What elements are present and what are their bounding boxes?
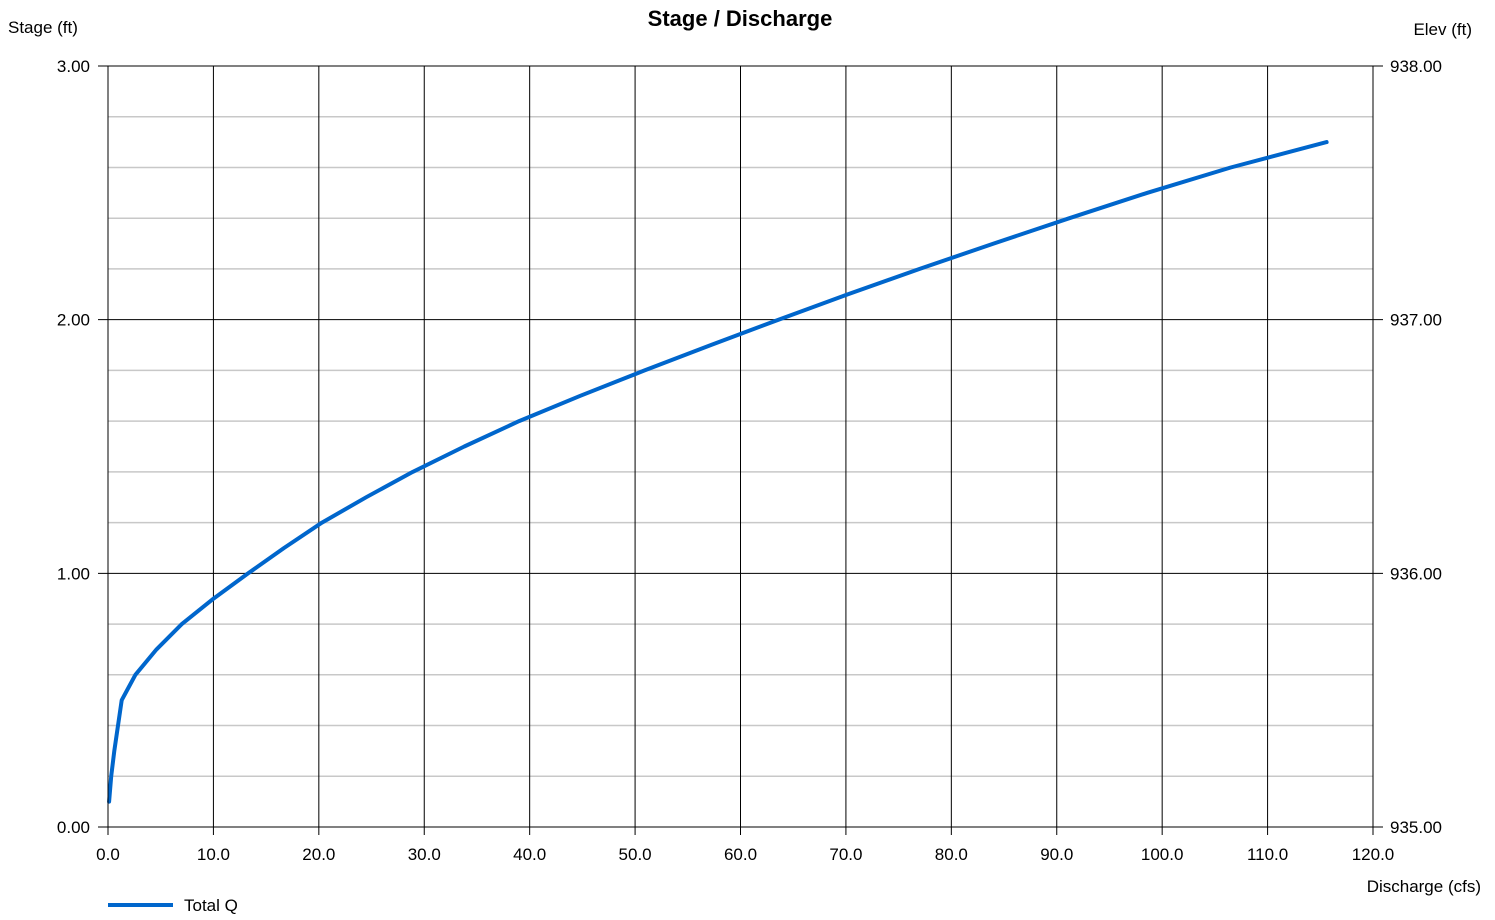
y-tick-label: 3.00 xyxy=(57,57,90,76)
axes-layer xyxy=(107,66,1374,828)
x-tick-label: 110.0 xyxy=(1247,845,1288,864)
y-tick-labels: 0.00 1.00 2.00 3.00 xyxy=(57,57,90,837)
x-tick-label: 80.0 xyxy=(935,845,968,864)
x-tick-label: 10.0 xyxy=(197,845,230,864)
legend-label-total-q: Total Q xyxy=(184,896,238,915)
y2-tick-label: 935.00 xyxy=(1390,818,1442,837)
chart-title: Stage / Discharge xyxy=(648,6,833,31)
y-tick-label: 2.00 xyxy=(57,311,90,330)
x-tick-labels: 0.0 10.0 20.0 30.0 40.0 50.0 60.0 70.0 80.0 90.0 1… xyxy=(96,845,1394,864)
x-tick-label: 30.0 xyxy=(408,845,441,864)
x-axis-title: Discharge (cfs) xyxy=(1367,877,1481,896)
x-tick-label: 100.0 xyxy=(1141,845,1184,864)
y-tick-label: 1.00 xyxy=(57,564,90,583)
x-tick-label: 20.0 xyxy=(302,845,335,864)
x-tick-label: 70.0 xyxy=(829,845,862,864)
x-tick-label: 40.0 xyxy=(513,845,546,864)
series-layer xyxy=(107,140,1329,804)
y2-tick-label: 936.00 xyxy=(1390,564,1442,583)
y-tick-label: 0.00 xyxy=(57,818,90,837)
series-line-total-q xyxy=(107,140,1329,804)
y2-tick-labels: 935.00 936.00 937.00 938.00 xyxy=(1390,57,1442,837)
x-tick-label: 60.0 xyxy=(724,845,757,864)
y-axis-title: Stage (ft) xyxy=(8,18,78,37)
x-tick-label: 90.0 xyxy=(1040,845,1073,864)
y2-tick-label: 938.00 xyxy=(1390,57,1442,76)
x-tick-label: 50.0 xyxy=(619,845,652,864)
x-tick-label: 0.0 xyxy=(96,845,120,864)
y2-tick-label: 937.00 xyxy=(1390,311,1442,330)
legend: Total Q xyxy=(108,896,238,915)
y2-axis-title: Elev (ft) xyxy=(1413,20,1472,39)
x-tick-label: 120.0 xyxy=(1352,845,1395,864)
